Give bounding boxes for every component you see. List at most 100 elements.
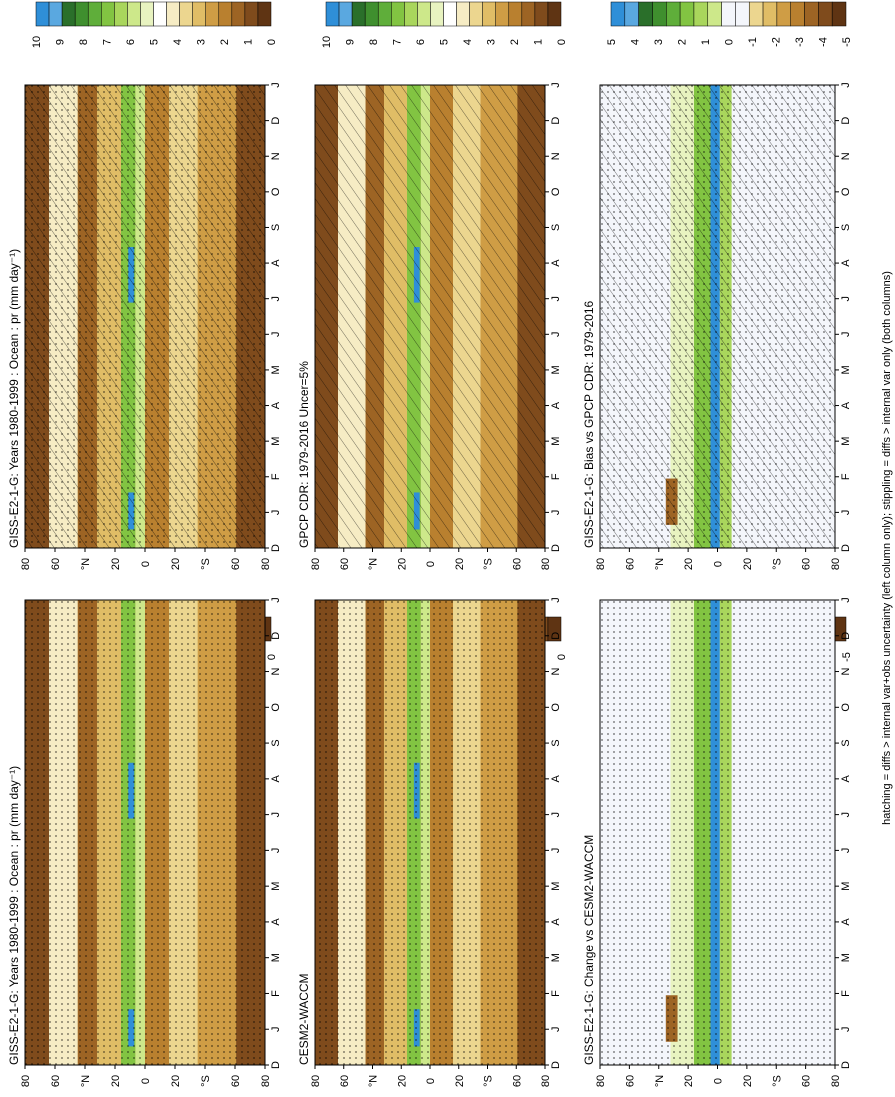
- cb-anchor: [318, 8, 319, 9]
- panel-title: GISS-E2-1-G: Years 1980-1999 : Ocean : p…: [7, 249, 21, 548]
- cb-anchor: [28, 8, 29, 9]
- lat-label: °S: [771, 558, 783, 570]
- month-label: J: [550, 82, 562, 88]
- colorbar-tick-label: 9: [345, 39, 357, 45]
- cb-anchor: [318, 8, 319, 9]
- month-label: J: [270, 812, 282, 818]
- colorbar-segment: [679, 1, 695, 27]
- colorbar-segment: [61, 1, 76, 27]
- colorbar-tick-label: 5: [149, 39, 161, 45]
- colorbar-tick-label: 4: [462, 39, 474, 45]
- cb-anchor: [318, 8, 319, 9]
- lat-label: °S: [483, 558, 495, 570]
- lat-label: 0: [425, 561, 437, 567]
- cb-anchor: [318, 8, 319, 9]
- month-label: J: [840, 510, 852, 516]
- panel-title: GISS-E2-1-G: Bias vs GPCP CDR: 1979-2016: [582, 300, 596, 548]
- lat-label: °S: [200, 558, 212, 570]
- stippling-overlay: [600, 600, 835, 1065]
- colorbar-segment: [74, 1, 89, 27]
- colorbar-tick-label: 1: [243, 39, 255, 45]
- month-label: J: [270, 848, 282, 854]
- month-label: F: [270, 990, 282, 997]
- month-label: A: [840, 918, 852, 926]
- lat-label: °S: [200, 1075, 212, 1087]
- lat-label: 20: [110, 1075, 122, 1087]
- month-label: J: [840, 848, 852, 854]
- month-label: D: [550, 544, 562, 552]
- colorbar-tick-label: -4: [818, 37, 830, 47]
- month-label: A: [270, 259, 282, 267]
- cb-anchor: [603, 8, 604, 9]
- cb-anchor: [318, 8, 319, 9]
- colorbar-tick-label: 8: [368, 39, 380, 45]
- month-label: D: [270, 544, 282, 552]
- panel-title: GISS-E2-1-G: Change vs CESM2-WACCM: [582, 835, 596, 1065]
- colorbar-tick-label: 7: [102, 39, 114, 45]
- panel-2: D J F M A M J J A S O N D J 80 60 °N 20 0 20 °S 60 80 GPCP CDR:…: [297, 82, 568, 663]
- cb-anchor: [318, 8, 319, 9]
- month-label: J: [270, 597, 282, 603]
- cb-anchor: [603, 8, 604, 9]
- colorbar-tick-label: 5: [439, 39, 451, 45]
- cb-anchor: [603, 8, 604, 9]
- cb-anchor: [318, 8, 319, 9]
- month-label: D: [840, 117, 852, 125]
- colorbar-segment: [166, 1, 180, 27]
- lat-label: 20: [742, 558, 754, 570]
- colorbar-segment: [257, 1, 272, 27]
- cb-anchor: [28, 8, 29, 9]
- month-label: F: [550, 473, 562, 480]
- colorbar-tick-label: 6: [415, 39, 427, 45]
- colorbar-segment: [652, 1, 667, 27]
- colorbar-tick-label: 2: [677, 39, 689, 45]
- month-label: S: [550, 739, 562, 746]
- cb-anchor: [603, 8, 604, 9]
- lat-label: 60: [801, 558, 813, 570]
- cb-anchor: [28, 8, 29, 9]
- month-label: N: [270, 152, 282, 160]
- cb-anchor: [603, 8, 604, 9]
- month-label: S: [840, 739, 852, 746]
- colorbar-segment: [101, 1, 115, 27]
- lat-label: 60: [511, 1075, 523, 1087]
- cb-anchor: [28, 8, 29, 9]
- month-label: J: [550, 510, 562, 516]
- month-label: D: [270, 117, 282, 125]
- month-label: O: [840, 703, 852, 712]
- colorbar-segment: [721, 1, 736, 27]
- colorbar-tick-label: 7: [392, 39, 404, 45]
- lat-label: 20: [742, 1075, 754, 1087]
- month-label: J: [550, 1026, 562, 1032]
- colorbar-tick-label: -5: [841, 652, 853, 662]
- month-label: M: [550, 437, 562, 446]
- colorbar-segment: [790, 1, 805, 27]
- colorbar-tick-label: 2: [219, 39, 231, 45]
- month-label: M: [840, 365, 852, 374]
- cb-anchor: [603, 8, 604, 9]
- lat-label: 60: [511, 558, 523, 570]
- colorbar-segment: [231, 1, 246, 27]
- month-label: M: [550, 882, 562, 891]
- month-label: A: [270, 918, 282, 926]
- cb-anchor: [603, 8, 604, 9]
- month-label: J: [550, 296, 562, 302]
- colorbar-tick-label: 3: [196, 39, 208, 45]
- stippling-overlay: [25, 85, 265, 548]
- lat-label: 20: [454, 558, 466, 570]
- lat-label: 0: [140, 1078, 152, 1084]
- cb-anchor: [603, 8, 604, 9]
- colorbar-segment: [114, 1, 128, 27]
- colorbar: 5 4 3 2 1 0 -1 -2 -3 -4 -5: [606, 1, 853, 47]
- lat-label: 60: [624, 1075, 636, 1087]
- cb-anchor: [603, 8, 604, 9]
- month-label: M: [550, 953, 562, 962]
- cb-anchor: [603, 8, 604, 9]
- month-label: J: [550, 812, 562, 818]
- month-label: J: [270, 332, 282, 338]
- colorbar-segment: [218, 1, 233, 27]
- colorbar-tick-label: -2: [771, 37, 783, 47]
- colorbar-tick-label: 0: [266, 654, 278, 660]
